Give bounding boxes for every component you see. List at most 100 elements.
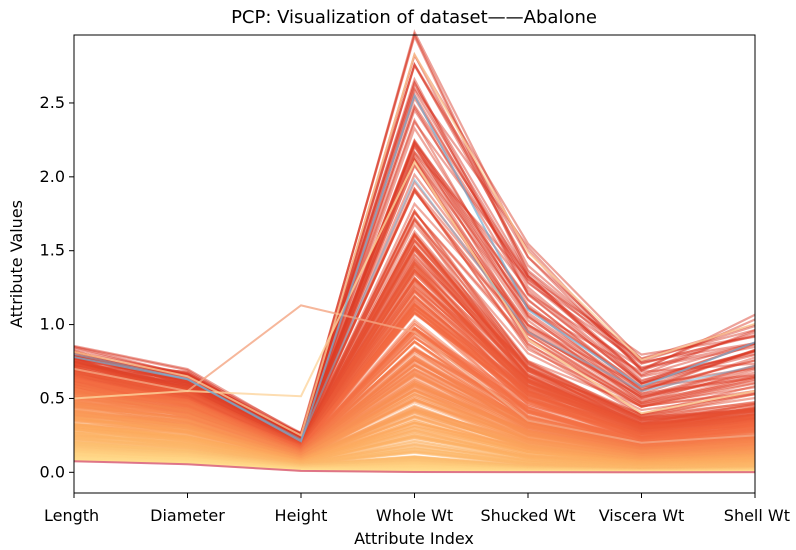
data-line <box>73 423 756 464</box>
data-line <box>73 430 756 467</box>
data-line <box>73 447 756 472</box>
data-line <box>73 186 756 442</box>
data-line <box>73 428 756 467</box>
data-line <box>73 318 756 452</box>
data-line <box>73 256 756 450</box>
data-line <box>73 345 756 454</box>
data-line <box>73 290 756 450</box>
data-line <box>73 301 756 450</box>
data-line <box>73 378 756 455</box>
data-line <box>73 308 756 452</box>
data-line <box>73 422 756 463</box>
data-line <box>73 327 756 451</box>
data-line <box>73 140 756 440</box>
data-line <box>73 271 756 448</box>
data-line <box>73 307 756 451</box>
data-line <box>73 386 756 457</box>
data-line <box>73 451 756 472</box>
data-line <box>73 311 756 448</box>
data-line <box>73 346 756 455</box>
data-line <box>73 31 756 437</box>
data-line <box>73 229 756 444</box>
data-line <box>73 432 756 469</box>
data-line <box>73 444 756 471</box>
data-line <box>73 287 756 447</box>
data-line <box>73 104 756 436</box>
data-line <box>73 437 756 469</box>
data-line-outlier <box>73 177 756 442</box>
data-line <box>73 436 756 469</box>
data-line <box>73 398 756 460</box>
data-line <box>73 396 756 458</box>
data-line <box>73 358 756 453</box>
data-line <box>73 435 756 467</box>
data-line <box>73 138 756 442</box>
data-line <box>73 451 756 472</box>
data-line <box>73 156 756 443</box>
data-line <box>73 411 756 462</box>
data-line <box>73 339 756 453</box>
data-line <box>73 405 756 461</box>
x-axis-label: Attribute Index <box>354 529 474 548</box>
data-line <box>73 441 756 471</box>
data-line <box>73 244 756 449</box>
data-line <box>73 349 756 452</box>
data-line <box>73 408 756 459</box>
data-line <box>73 154 756 445</box>
data-line <box>73 427 756 467</box>
data-line <box>73 452 756 473</box>
data-line <box>73 150 756 442</box>
data-line <box>73 450 756 472</box>
data-line <box>73 425 756 466</box>
data-line <box>73 347 756 451</box>
data-line <box>73 307 756 450</box>
data-line <box>73 450 756 472</box>
data-line <box>73 431 756 465</box>
data-line <box>73 85 756 435</box>
data-line <box>73 415 756 462</box>
data-line <box>73 61 756 438</box>
data-line <box>73 430 756 468</box>
data-line <box>73 449 756 472</box>
data-line <box>73 142 756 442</box>
data-line <box>73 422 756 465</box>
data-line <box>73 441 756 471</box>
data-line <box>73 326 756 451</box>
x-tick-label: Length <box>44 506 99 525</box>
data-line <box>73 435 756 469</box>
y-tick-label: 1.5 <box>40 241 65 260</box>
data-line <box>73 414 756 462</box>
data-line <box>73 408 756 462</box>
data-line <box>73 268 756 449</box>
data-line <box>73 442 756 471</box>
data-line <box>73 441 756 471</box>
data-line <box>73 264 756 448</box>
data-line <box>73 414 756 461</box>
data-line <box>73 446 756 472</box>
data-line <box>73 357 756 454</box>
data-line <box>73 443 756 471</box>
x-tick-label: Height <box>275 506 328 525</box>
data-line <box>73 372 756 456</box>
data-line <box>73 305 756 449</box>
data-line <box>73 373 756 454</box>
data-line <box>73 408 756 463</box>
data-line <box>73 434 756 466</box>
data-line <box>73 382 756 457</box>
data-line <box>73 232 756 448</box>
data-line <box>73 452 756 473</box>
data-line <box>73 298 756 451</box>
y-tick-label: 0.0 <box>40 462 65 481</box>
data-line <box>73 275 756 452</box>
data-line <box>73 436 756 467</box>
data-line <box>73 388 756 458</box>
data-line <box>73 399 756 460</box>
data-line <box>73 433 756 466</box>
data-line <box>73 451 756 472</box>
data-line <box>73 303 756 448</box>
data-line <box>73 421 756 464</box>
data-line <box>73 447 756 472</box>
x-axis: Length Diameter Height Whole Wt Shucked Wt Vi… <box>44 493 790 525</box>
data-line <box>73 252 756 445</box>
data-line <box>73 289 756 448</box>
